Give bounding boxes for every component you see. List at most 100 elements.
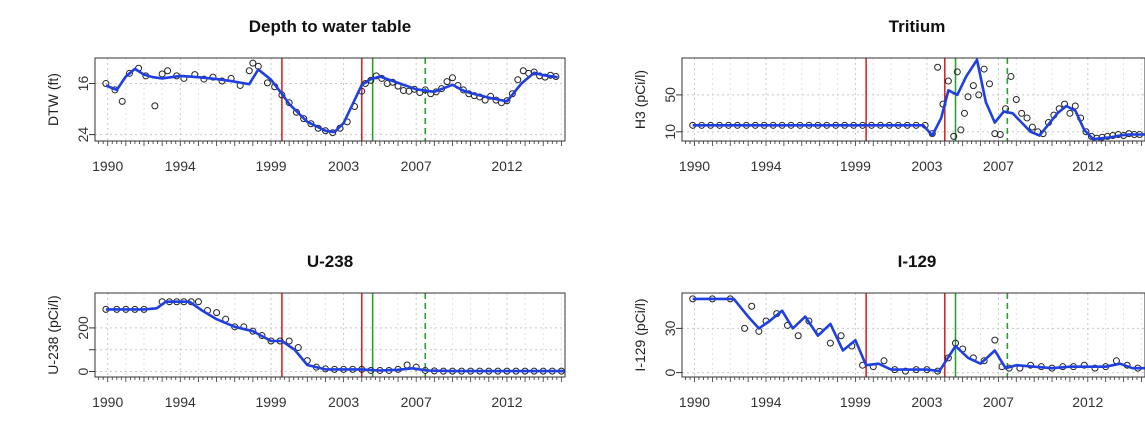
series-line bbox=[105, 67, 558, 134]
y-tick-label: 200 bbox=[75, 316, 91, 340]
y-tick-label: 24 bbox=[75, 127, 91, 143]
data-point bbox=[953, 68, 961, 76]
data-point bbox=[991, 336, 999, 344]
data-point bbox=[901, 367, 909, 375]
data-point bbox=[960, 109, 968, 117]
data-point bbox=[991, 130, 999, 138]
y-axis: 0 200 bbox=[75, 316, 95, 375]
x-tick-label: 2007 bbox=[401, 158, 432, 174]
x-tick-label: 2007 bbox=[983, 158, 1014, 174]
data-point bbox=[1007, 72, 1015, 80]
chart-panel-1: 1990 1994 1999 2003 2007 2012 24 16 DTW (ft) Dept… bbox=[45, 17, 566, 174]
x-tick-label: 2003 bbox=[328, 158, 359, 174]
x-tick-label: 2007 bbox=[401, 394, 432, 410]
data-point bbox=[1080, 361, 1088, 369]
x-tick-label: 1999 bbox=[840, 394, 871, 410]
x-tick-label: 2003 bbox=[911, 158, 942, 174]
data-point bbox=[794, 332, 802, 340]
y-axis-title: DTW (ft) bbox=[45, 73, 61, 126]
data-point bbox=[294, 344, 302, 352]
data-point bbox=[300, 115, 308, 123]
data-point bbox=[837, 332, 845, 340]
x-tick-label: 2012 bbox=[491, 394, 522, 410]
data-point bbox=[1066, 109, 1074, 117]
data-point bbox=[1071, 102, 1079, 110]
series-line bbox=[692, 58, 1145, 141]
data-point bbox=[1082, 128, 1090, 136]
data-point bbox=[213, 309, 221, 317]
x-tick-label: 1994 bbox=[750, 158, 781, 174]
series-line bbox=[105, 300, 565, 373]
y-tick-label: 10 bbox=[662, 124, 678, 140]
y-axis: 10 50 bbox=[662, 87, 682, 140]
x-tick-label: 2012 bbox=[1072, 158, 1103, 174]
y-tick-label: 0 bbox=[662, 368, 678, 376]
data-point bbox=[964, 93, 972, 101]
data-point bbox=[194, 298, 202, 306]
series-line bbox=[692, 297, 1145, 373]
data-point bbox=[1091, 364, 1099, 372]
data-point bbox=[125, 69, 133, 77]
data-point bbox=[975, 91, 983, 99]
x-tick-label: 1999 bbox=[255, 158, 286, 174]
data-point bbox=[118, 97, 126, 105]
data-point bbox=[151, 102, 159, 110]
plot-frame bbox=[94, 292, 566, 378]
y-axis-title: H3 (pCi/l) bbox=[632, 70, 648, 129]
data-point bbox=[748, 302, 756, 310]
data-point bbox=[985, 80, 993, 88]
y-axis: 0 30 bbox=[662, 320, 682, 376]
x-tick-label: 1990 bbox=[679, 394, 710, 410]
chart-title: Tritium bbox=[889, 17, 946, 36]
chart-title: I-129 bbox=[898, 252, 937, 271]
data-point bbox=[1018, 109, 1026, 117]
data-point bbox=[508, 90, 516, 98]
data-points bbox=[102, 298, 565, 375]
data-point bbox=[519, 67, 527, 75]
x-axis: 1990 1994 1999 2003 2007 2012 bbox=[679, 141, 1142, 174]
y-tick-label: 50 bbox=[662, 87, 678, 103]
x-tick-label: 1990 bbox=[92, 394, 123, 410]
data-points bbox=[689, 295, 1142, 375]
chart-panel-2: 1990 1994 1999 2003 2007 2012 10 50 H3 (pCi/l) Tr… bbox=[632, 17, 1145, 174]
data-point bbox=[1023, 114, 1031, 122]
x-tick-label: 1990 bbox=[679, 158, 710, 174]
x-tick-label: 1994 bbox=[165, 158, 196, 174]
data-point bbox=[1028, 123, 1036, 131]
data-point bbox=[944, 77, 952, 85]
chart-title: Depth to water table bbox=[249, 17, 411, 36]
x-tick-label: 2007 bbox=[983, 394, 1014, 410]
data-point bbox=[249, 59, 257, 67]
x-tick-label: 2003 bbox=[328, 394, 359, 410]
x-tick-label: 2012 bbox=[491, 158, 522, 174]
x-axis: 1990 1994 1999 2003 2007 2012 bbox=[679, 377, 1142, 410]
x-tick-label: 1999 bbox=[840, 158, 871, 174]
chart-title: U-238 bbox=[307, 252, 353, 271]
y-tick-label: 30 bbox=[662, 320, 678, 336]
x-tick-label: 2003 bbox=[911, 394, 942, 410]
x-tick-label: 1999 bbox=[255, 394, 286, 410]
data-point bbox=[285, 337, 293, 345]
data-point bbox=[245, 67, 253, 75]
data-point bbox=[443, 78, 451, 86]
y-tick-label: 16 bbox=[75, 76, 91, 92]
data-point bbox=[950, 132, 958, 140]
data-point bbox=[996, 131, 1004, 139]
x-tick-label: 2012 bbox=[1072, 394, 1103, 410]
x-tick-label: 1994 bbox=[165, 394, 196, 410]
data-point bbox=[741, 324, 749, 332]
data-point bbox=[980, 65, 988, 73]
data-point bbox=[164, 67, 172, 75]
data-point bbox=[1012, 96, 1020, 103]
data-point bbox=[158, 70, 166, 78]
data-points bbox=[102, 59, 560, 137]
y-axis: 24 16 bbox=[75, 76, 95, 143]
data-point bbox=[399, 87, 407, 95]
data-point bbox=[530, 68, 538, 76]
x-tick-label: 1990 bbox=[92, 158, 123, 174]
x-axis: 1990 1994 1999 2003 2007 2012 bbox=[92, 141, 562, 174]
data-point bbox=[957, 126, 965, 134]
data-point bbox=[934, 63, 942, 71]
